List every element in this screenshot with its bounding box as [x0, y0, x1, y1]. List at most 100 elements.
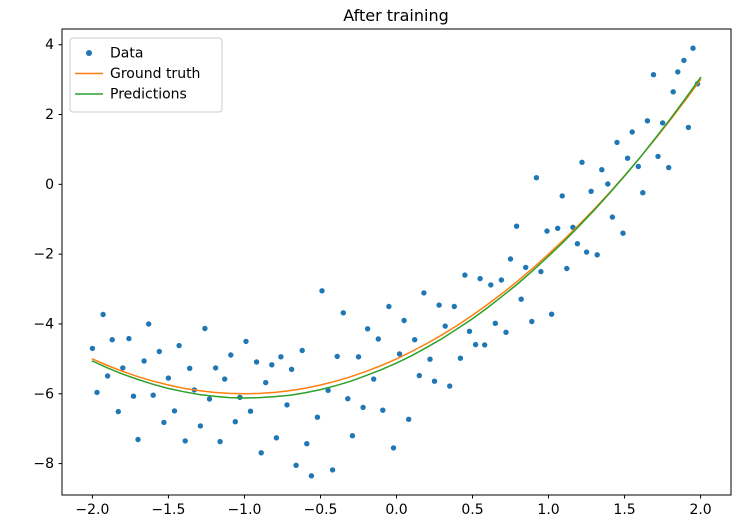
- scatter-point: [319, 288, 325, 294]
- scatter-point: [304, 441, 310, 447]
- legend-marker-data-icon: [86, 50, 92, 56]
- scatter-point: [197, 423, 204, 429]
- scatter-point: [564, 265, 570, 272]
- y-tick-label: 4: [45, 37, 54, 53]
- scatter-point: [609, 214, 616, 220]
- legend-label-data: Data: [110, 46, 143, 62]
- scatter-point: [120, 365, 126, 371]
- scatter-point: [263, 379, 269, 386]
- scatter-point: [614, 139, 620, 146]
- scatter-point: [94, 389, 100, 396]
- scatter-point: [472, 341, 479, 348]
- scatter-point: [314, 414, 321, 420]
- scatter-point: [182, 438, 188, 444]
- scatter-point: [690, 45, 696, 51]
- x-tick-label: 0.0: [385, 502, 407, 518]
- scatter-point: [599, 167, 605, 173]
- x-tick-label: 0.5: [461, 502, 483, 518]
- scatter-point: [436, 302, 442, 308]
- scatter-point: [583, 249, 590, 255]
- x-tick-label: −2.0: [75, 502, 109, 518]
- scatter-point: [308, 473, 315, 479]
- scatter-point: [650, 72, 657, 78]
- scatter-point: [523, 264, 529, 271]
- scatter-point: [685, 124, 692, 131]
- scatter-point: [135, 436, 141, 443]
- x-tick-label: −1.5: [151, 502, 185, 518]
- scatter-point: [334, 353, 340, 360]
- legend-box: [69, 37, 223, 113]
- scatter-point: [126, 335, 132, 342]
- scatter-point: [412, 337, 418, 343]
- scatter-point: [675, 69, 681, 75]
- plot-area: −2.0 −1.5 −1.0 −0.5 0.0 0.5 1.0 1.5 2.0 −8 −6 −4 −2 0…: [33, 37, 711, 518]
- scatter-point: [176, 342, 182, 349]
- scatter-point: [681, 57, 687, 64]
- scatter-point: [329, 467, 336, 473]
- scatter-point: [130, 393, 137, 399]
- scatter-point: [228, 352, 234, 358]
- scatter-point: [100, 311, 106, 318]
- scatter-point: [431, 378, 438, 384]
- scatter-point: [104, 373, 111, 379]
- scatter-point: [666, 164, 672, 171]
- legend-label-ground-truth: Ground truth: [110, 66, 200, 82]
- scatter-point: [293, 462, 299, 468]
- ground-truth-line: [91, 78, 702, 395]
- scatter-point: [401, 317, 407, 324]
- scatter-point: [442, 323, 448, 329]
- scatter-point: [538, 268, 544, 275]
- scatter-point: [258, 450, 264, 456]
- scatter-point: [396, 351, 403, 357]
- scatter-point: [273, 435, 280, 441]
- scatter-point: [165, 375, 172, 381]
- scatter-point: [171, 408, 178, 414]
- scatter-point: [548, 311, 555, 317]
- scatter-point: [629, 129, 635, 135]
- scatter-point: [655, 153, 661, 160]
- y-tick-label: −4: [33, 316, 54, 332]
- scatter-point: [624, 155, 631, 161]
- x-tick-label: 1.5: [613, 502, 635, 518]
- y-tick-label: −8: [33, 456, 54, 472]
- scatter-point: [109, 337, 115, 343]
- predictions-line: [91, 76, 702, 399]
- scatter-point: [390, 445, 397, 451]
- scatter-point: [588, 188, 594, 194]
- legend: Data Ground truth Predictions: [69, 37, 223, 113]
- scatter-point: [386, 303, 392, 310]
- scatter-point: [212, 365, 219, 371]
- scatter-point: [222, 376, 228, 382]
- scatter-point: [269, 362, 275, 368]
- scatter-point: [574, 241, 581, 247]
- scatter-point: [559, 193, 565, 199]
- scatter-point: [544, 228, 550, 234]
- scatter-point: [253, 359, 260, 365]
- scatter-point: [156, 348, 162, 355]
- scatter-point: [644, 118, 651, 124]
- scatter-point: [466, 328, 473, 334]
- scatter-point: [594, 252, 600, 258]
- scatter-point: [457, 355, 464, 361]
- scatter-point: [427, 356, 433, 362]
- scatter-point: [146, 321, 152, 327]
- scatter-point: [345, 396, 351, 402]
- scatter-point: [187, 365, 193, 371]
- scatter-point: [462, 272, 468, 278]
- scatter-point: [299, 347, 305, 354]
- scatter-point: [635, 163, 641, 170]
- scatter-point: [477, 275, 483, 282]
- x-tick-label: −0.5: [303, 502, 337, 518]
- scatter-point: [232, 419, 238, 425]
- x-tick-label: 2.0: [689, 502, 711, 518]
- scatter-point: [406, 416, 412, 422]
- scatter-point: [349, 433, 356, 439]
- y-tick-label: −2: [33, 247, 54, 263]
- scatter-point: [141, 358, 147, 364]
- x-tick-label: 1.0: [537, 502, 559, 518]
- scatter-point: [447, 383, 453, 389]
- scatter-point: [206, 396, 213, 402]
- scatter-point: [451, 303, 457, 310]
